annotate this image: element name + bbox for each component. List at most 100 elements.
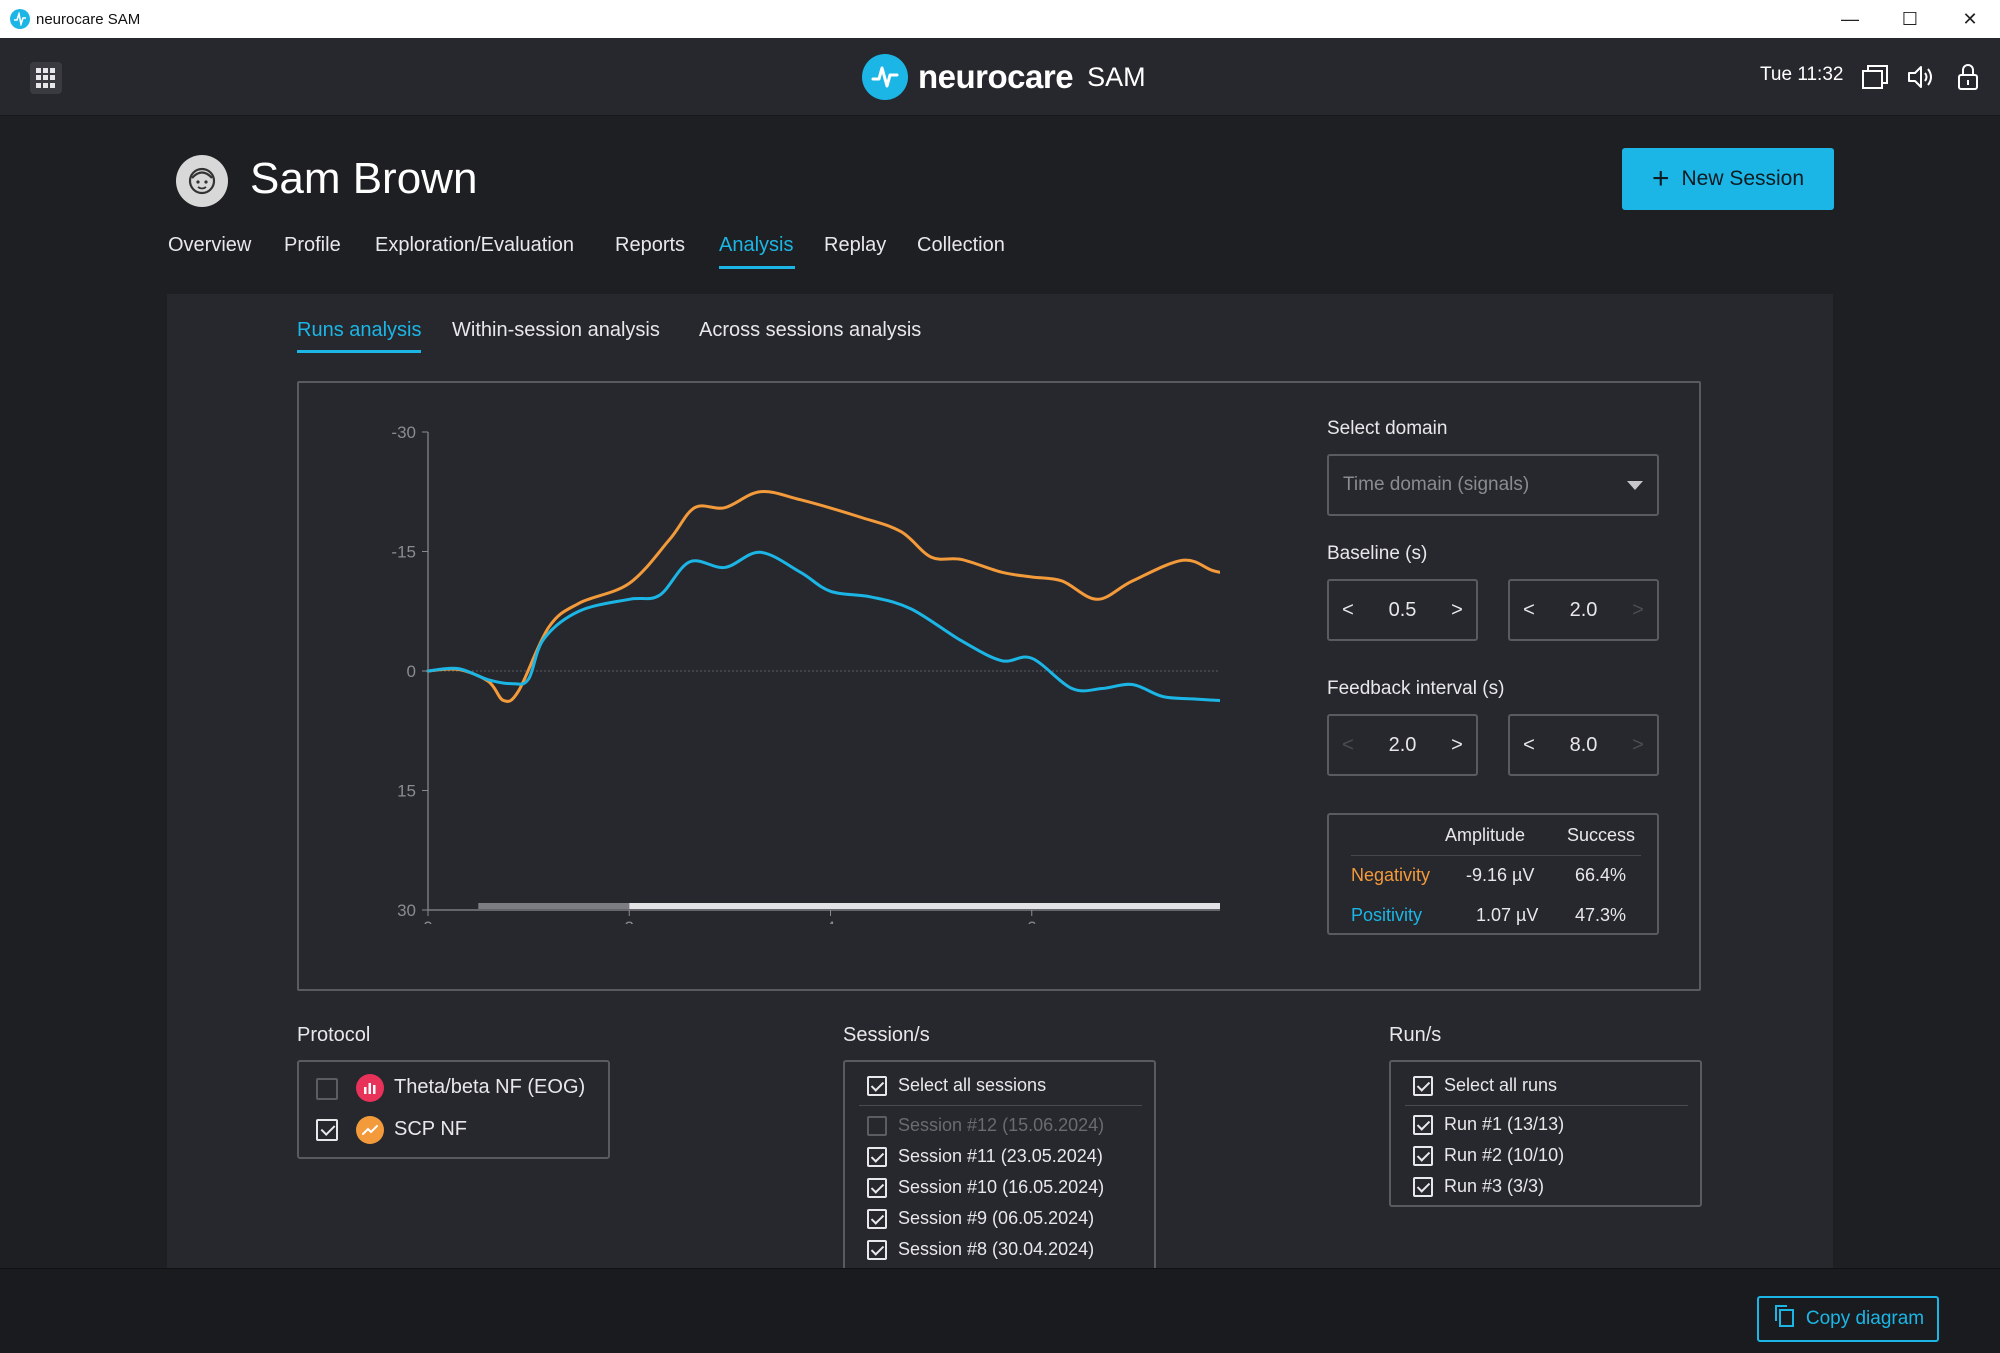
tab-replay[interactable]: Replay [824, 234, 887, 256]
brand-logo-icon [862, 54, 908, 100]
brand-product: SAM [1087, 61, 1146, 92]
baseline-end-decrement[interactable]: < [1523, 598, 1535, 621]
tab-overview[interactable]: Overview [168, 234, 252, 256]
session-9-checkbox[interactable] [867, 1209, 887, 1229]
select-all-sessions-checkbox[interactable] [867, 1076, 887, 1096]
window-title-bar: neurocare SAM — ☐ ✕ [0, 0, 2000, 38]
tab-exploration-evaluation[interactable]: Exploration/Evaluation [375, 234, 575, 256]
run-3-label[interactable]: Run #3 (3/3) [1444, 1176, 1545, 1196]
select-all-sessions-label[interactable]: Select all sessions [898, 1075, 1047, 1095]
protocol-checkbox-theta-beta[interactable] [316, 1078, 338, 1100]
feedback-end-decrement[interactable]: < [1523, 733, 1535, 756]
baseline-start-increment[interactable]: > [1451, 598, 1463, 621]
feedback-start-stepper: < 2.0 > [1327, 714, 1478, 776]
plus-icon: + [1651, 162, 1670, 195]
sessions-title: Session/s [843, 1024, 930, 1046]
patient-name: Sam Brown [250, 154, 478, 203]
select-all-runs-checkbox[interactable] [1413, 1076, 1433, 1096]
x-tick-label: 6 [1027, 918, 1036, 924]
tab-reports[interactable]: Reports [615, 234, 686, 256]
x-tick-label: 2 [625, 918, 634, 924]
session-12-checkbox[interactable] [867, 1116, 887, 1136]
windows-icon[interactable] [1860, 62, 1890, 92]
session-8-checkbox[interactable] [867, 1240, 887, 1260]
stats-header-amplitude: Amplitude [1445, 825, 1526, 845]
runs-title: Run/s [1389, 1024, 1442, 1046]
stats-header-success: Success [1567, 825, 1636, 845]
session-10-label[interactable]: Session #10 (16.05.2024) [898, 1177, 1105, 1197]
lock-icon[interactable] [1953, 62, 1983, 92]
baseline-start-value[interactable]: 0.5 [1388, 598, 1417, 621]
select-domain-label: Select domain [1327, 418, 1448, 439]
copy-diagram-button[interactable]: Copy diagram [1757, 1296, 1939, 1342]
run-2-checkbox[interactable] [1413, 1146, 1433, 1166]
run-2-label[interactable]: Run #2 (10/10) [1444, 1145, 1565, 1165]
baseline-start-stepper: < 0.5 > [1327, 579, 1478, 641]
feedback-start-decrement[interactable]: < [1342, 733, 1354, 756]
protocol-label-theta-beta[interactable]: Theta/beta NF (EOG) [394, 1076, 586, 1098]
negativity-label: Negativity [1351, 865, 1431, 885]
domain-select[interactable]: Time domain (signals) [1327, 454, 1659, 516]
tab-profile[interactable]: Profile [284, 234, 341, 256]
y-tick-label: 15 [397, 782, 416, 801]
positivity-series-line [426, 550, 1220, 703]
protocol-checkbox-scp[interactable] [316, 1119, 338, 1141]
runs-chart: -30-150153002468 [391, 423, 1220, 924]
chevron-down-icon [1627, 480, 1643, 490]
app-header: neurocare SAM Tue 11:32 [0, 38, 2000, 116]
session-11-label[interactable]: Session #11 (23.05.2024) [898, 1146, 1103, 1166]
session-12-label[interactable]: Session #12 (15.06.2024) [898, 1115, 1105, 1135]
sessions-list: Select all sessions Session #12 (15.06.2… [843, 1060, 1156, 1270]
footer-bar [0, 1268, 2000, 1353]
feedback-start-increment[interactable]: > [1451, 733, 1463, 756]
brand-name: neurocare [918, 58, 1074, 95]
baseline-end-value[interactable]: 2.0 [1569, 598, 1598, 621]
protocol-label-scp[interactable]: SCP NF [394, 1118, 467, 1140]
session-10-checkbox[interactable] [867, 1178, 887, 1198]
select-all-runs-label[interactable]: Select all runs [1444, 1075, 1558, 1095]
baseline-end-stepper: < 2.0 > [1508, 579, 1659, 641]
feedback-end-value[interactable]: 8.0 [1569, 733, 1598, 756]
negativity-series-line [426, 490, 1220, 703]
brand: neurocare SAM [862, 54, 1146, 100]
baseline-start-decrement[interactable]: < [1342, 598, 1354, 621]
session-8-label[interactable]: Session #8 (30.04.2024) [898, 1239, 1095, 1259]
app-logo-icon [10, 9, 30, 29]
maximize-button[interactable]: ☐ [1901, 8, 1919, 29]
protocol-title: Protocol [297, 1024, 371, 1046]
feedback-end-increment[interactable]: > [1632, 733, 1644, 756]
session-9-label[interactable]: Session #9 (06.05.2024) [898, 1208, 1095, 1228]
subtab-across-sessions-analysis[interactable]: Across sessions analysis [699, 319, 922, 341]
run-1-label[interactable]: Run #1 (13/13) [1444, 1114, 1565, 1134]
baseline-end-increment[interactable]: > [1632, 598, 1644, 621]
active-subtab-indicator [297, 350, 421, 353]
volume-icon[interactable] [1906, 62, 1936, 92]
negativity-success: 66.4% [1575, 865, 1627, 885]
protocol-list: Theta/beta NF (EOG) SCP NF [297, 1060, 610, 1159]
bar-chart-icon [356, 1074, 384, 1102]
run-1-checkbox[interactable] [1413, 1115, 1433, 1135]
negativity-amplitude: -9.16 µV [1466, 865, 1535, 885]
y-tick-label: 0 [407, 662, 416, 681]
runs-list: Select all runs Run #1 (13/13) Run #2 (1… [1389, 1060, 1702, 1207]
tab-collection[interactable]: Collection [917, 234, 1005, 256]
y-tick-label: -30 [391, 423, 416, 442]
content-panel [167, 294, 1833, 1269]
subtab-runs-analysis[interactable]: Runs analysis [297, 319, 422, 341]
positivity-label: Positivity [1351, 905, 1423, 925]
session-11-checkbox[interactable] [867, 1147, 887, 1167]
app-grid-icon[interactable] [30, 62, 62, 94]
stats-table: Amplitude Success Negativity -9.16 µV 66… [1327, 813, 1659, 935]
tab-analysis[interactable]: Analysis [719, 234, 794, 256]
close-button[interactable]: ✕ [1962, 8, 1978, 29]
new-session-button[interactable]: + New Session [1622, 148, 1834, 210]
runs-divider [1405, 1105, 1688, 1106]
x-tick-label: 4 [826, 918, 835, 924]
baseline-label: Baseline (s) [1327, 543, 1428, 564]
y-tick-label: 30 [397, 901, 416, 920]
baseline-interval-band [478, 903, 630, 909]
minimize-button[interactable]: — [1841, 8, 1859, 29]
feedback-start-value[interactable]: 2.0 [1388, 733, 1417, 756]
run-3-checkbox[interactable] [1413, 1177, 1433, 1197]
subtab-within-session-analysis[interactable]: Within-session analysis [452, 319, 660, 341]
